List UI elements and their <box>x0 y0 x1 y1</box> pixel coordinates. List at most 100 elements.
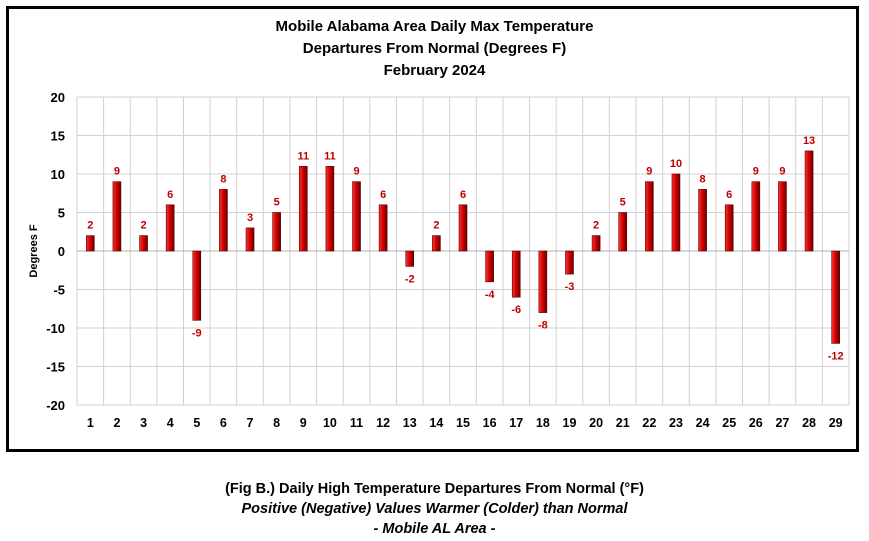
chart-title: Mobile Alabama Area Daily Max Temperatur… <box>275 18 594 35</box>
data-label: 5 <box>620 197 626 209</box>
figure-caption-area: - Mobile AL Area - <box>373 521 496 537</box>
data-label: -9 <box>192 327 202 339</box>
x-tick-labels: 1 2 3 4 5 6 7 8 9 10 11 12 13 14 15 16 17 18 19 20 21 22 23 24 2… <box>87 416 843 430</box>
y-tick-labels: 20 15 10 5 0 -5 -10 -15 -20 <box>46 90 65 413</box>
bars <box>86 150 840 344</box>
data-label: 6 <box>380 189 386 201</box>
x-tick-label: 6 <box>220 416 227 430</box>
x-tick-label: 1 <box>87 416 94 430</box>
bar <box>485 250 494 283</box>
bar <box>804 150 814 252</box>
bar <box>112 181 122 252</box>
x-tick-label: 18 <box>536 416 550 430</box>
data-label: 9 <box>114 166 120 178</box>
bar <box>645 181 654 252</box>
x-tick-label: 22 <box>642 416 656 430</box>
x-tick-label: 24 <box>696 416 710 430</box>
data-label: 8 <box>220 173 226 185</box>
x-tick-label: 27 <box>775 416 789 430</box>
grid-lines <box>76 96 850 406</box>
x-tick-label: 9 <box>300 416 307 430</box>
figure-caption: (Fig B.) Daily High Temperature Departur… <box>225 481 644 497</box>
data-label: 3 <box>247 212 253 224</box>
bar <box>751 181 761 252</box>
x-tick-label: 29 <box>829 416 843 430</box>
y-tick-label: -15 <box>46 360 65 375</box>
y-tick-label: -10 <box>46 321 65 336</box>
chart-period: February 2024 <box>383 62 486 79</box>
x-tick-label: 16 <box>483 416 497 430</box>
y-axis-label: Degrees F <box>28 224 40 277</box>
bar <box>272 212 281 252</box>
chart-subtitle: Departures From Normal (Degrees F) <box>302 40 567 57</box>
bar <box>352 181 361 252</box>
bar <box>165 204 175 252</box>
bar <box>139 235 148 252</box>
x-tick-label: 15 <box>456 416 470 430</box>
data-label: 9 <box>753 166 759 178</box>
y-tick-label: -20 <box>46 398 65 413</box>
data-label: -3 <box>565 281 575 293</box>
figure-caption-note: Positive (Negative) Values Warmer (Colde… <box>241 501 628 517</box>
data-label: 9 <box>646 166 652 178</box>
data-label: 6 <box>167 189 173 201</box>
y-tick-label: 20 <box>51 90 65 105</box>
data-label: 2 <box>87 220 93 232</box>
data-label: -2 <box>405 273 415 285</box>
x-tick-label: 19 <box>563 416 577 430</box>
data-label: 6 <box>460 189 466 201</box>
data-label: -4 <box>485 289 496 301</box>
data-label: 8 <box>700 173 706 185</box>
bar <box>724 204 734 252</box>
data-labels: 2 9 2 6 -9 8 3 5 11 11 9 6 -2 2 6 -4 -6 -8 -3 2 5 9 10 8 6 9 9 13 -1… <box>87 135 843 363</box>
y-tick-label: 15 <box>51 129 65 144</box>
data-label: 2 <box>593 220 599 232</box>
data-label: -8 <box>538 320 548 332</box>
x-tick-label: 7 <box>247 416 254 430</box>
bar <box>192 250 202 321</box>
bar <box>432 235 441 252</box>
x-tick-label: 17 <box>509 416 523 430</box>
bar <box>511 250 521 298</box>
x-tick-label: 28 <box>802 416 816 430</box>
x-tick-label: 5 <box>193 416 200 430</box>
data-label: 13 <box>803 135 815 147</box>
chart-frame <box>6 6 859 452</box>
x-tick-label: 23 <box>669 416 683 430</box>
x-tick-label: 25 <box>722 416 736 430</box>
bar <box>405 250 415 267</box>
bar <box>458 204 468 252</box>
x-tick-label: 2 <box>113 416 120 430</box>
bar <box>325 166 335 252</box>
x-tick-label: 11 <box>350 416 363 430</box>
data-label: 6 <box>726 189 732 201</box>
bar <box>618 212 628 252</box>
x-tick-label: 26 <box>749 416 763 430</box>
data-label: -6 <box>511 304 521 316</box>
bar <box>591 235 601 252</box>
bar <box>698 189 707 252</box>
x-tick-label: 21 <box>616 416 630 430</box>
bar <box>245 227 255 252</box>
x-tick-label: 20 <box>589 416 603 430</box>
bar <box>378 204 388 252</box>
data-label: 11 <box>297 150 309 162</box>
data-label: 9 <box>353 166 359 178</box>
data-label: 11 <box>324 150 336 162</box>
x-tick-label: 10 <box>323 416 337 430</box>
bar <box>778 181 787 252</box>
x-tick-label: 14 <box>429 416 443 430</box>
data-label: -12 <box>828 350 844 362</box>
data-label: 2 <box>433 220 439 232</box>
bar <box>538 250 548 313</box>
y-tick-label: 0 <box>58 244 65 259</box>
y-tick-label: 10 <box>51 167 65 182</box>
bar <box>831 250 840 344</box>
x-tick-label: 8 <box>273 416 280 430</box>
data-label: 5 <box>274 197 280 209</box>
y-tick-label: -5 <box>53 283 65 298</box>
x-tick-label: 3 <box>140 416 147 430</box>
x-tick-label: 4 <box>167 416 174 430</box>
bar <box>86 235 95 252</box>
